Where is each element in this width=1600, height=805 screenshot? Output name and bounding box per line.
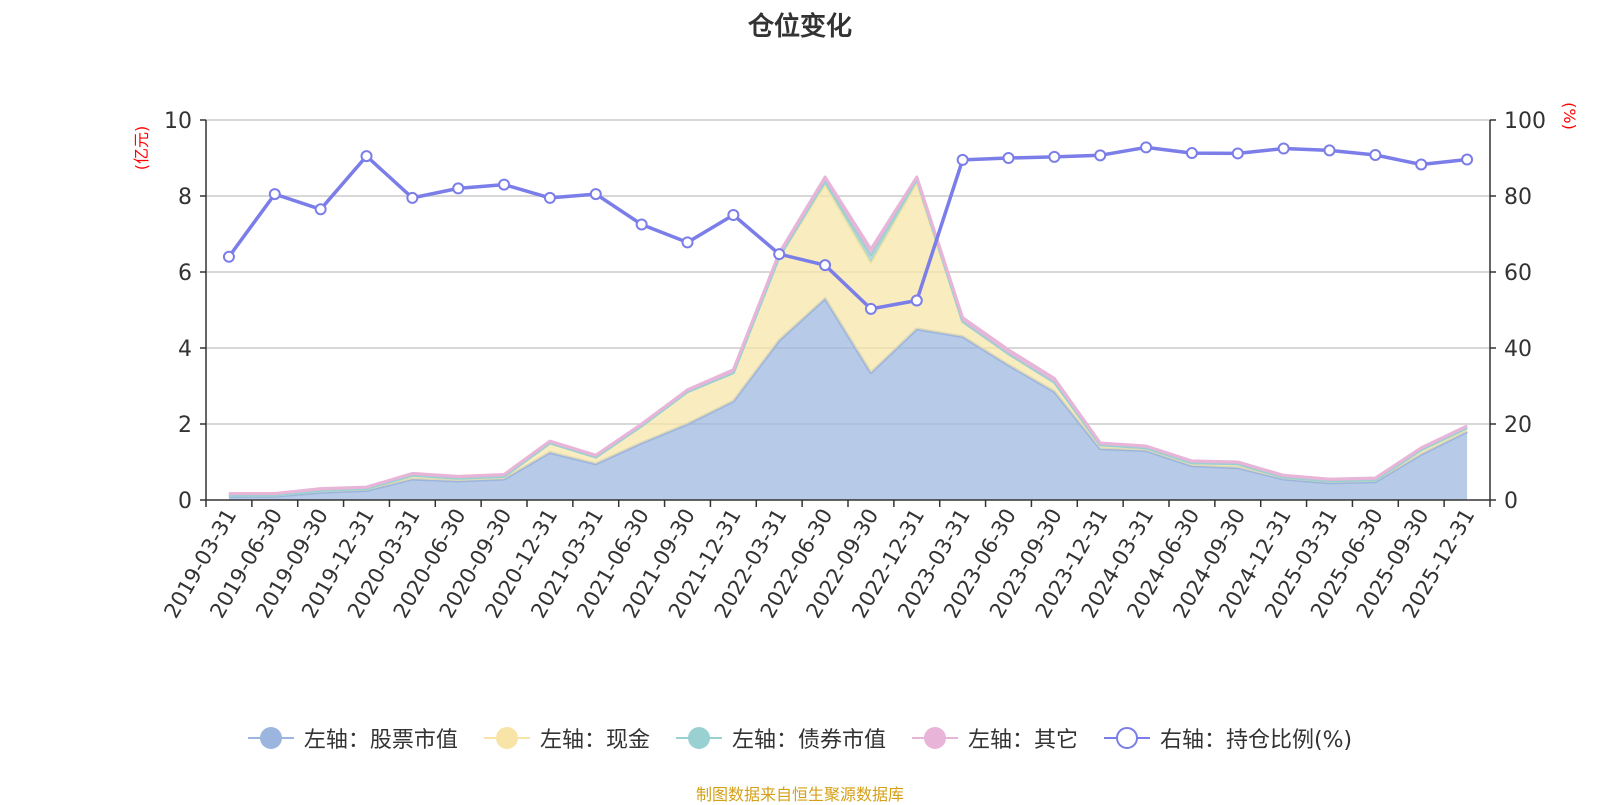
right-tick-label: 20 — [1504, 413, 1532, 438]
legend-label: 左轴：其它 — [967, 728, 1078, 753]
ratio-line — [227, 145, 1468, 311]
ratio-point — [1231, 147, 1244, 160]
ratio-point — [1185, 147, 1198, 160]
ratio-point — [819, 259, 832, 272]
legend-swatch-dot — [1115, 727, 1138, 749]
area-series-1 — [228, 298, 1468, 500]
ratio-point — [1369, 148, 1382, 161]
right-tick-label: 60 — [1504, 261, 1532, 286]
ratio-point — [452, 182, 465, 195]
left-tick-label: 0 — [178, 489, 192, 514]
right-tick-label: 80 — [1504, 185, 1532, 210]
legend-swatch-dot — [259, 727, 282, 749]
chart-plot: 0246810020406080100(亿元)(%)2019-03-312019… — [132, 102, 1579, 622]
area-line-series-3 — [228, 177, 1468, 497]
legend-swatch-icon — [1103, 726, 1150, 750]
legend-swatch-icon — [911, 726, 958, 750]
right-axis-unit-label: (%) — [1560, 102, 1579, 130]
legend-swatch-icon — [247, 726, 294, 750]
source-note: 制图数据来自恒生聚源数据库 — [695, 785, 904, 804]
ratio-point — [864, 302, 877, 315]
right-tick-label: 100 — [1504, 109, 1546, 134]
ratio-point — [314, 203, 327, 216]
legend-label: 左轴：现金 — [539, 728, 650, 753]
legend-item[interactable]: 左轴：其它 — [911, 722, 1078, 754]
legend-swatch-dot — [687, 727, 710, 749]
ratio-point — [222, 250, 235, 263]
legend-item[interactable]: 左轴：股票市值 — [247, 722, 458, 754]
left-tick-label: 4 — [178, 337, 192, 362]
left-tick-label: 10 — [164, 109, 192, 134]
ratio-point — [589, 188, 602, 201]
ratio-point — [635, 218, 648, 231]
chart-legend: 左轴：股票市值 左轴：现金 左轴：债券市值 左轴：其它 右轴：持仓比例(%) — [0, 722, 1600, 754]
ratio-point — [773, 248, 786, 261]
legend-swatch-dot — [495, 727, 518, 749]
legend-label: 左轴：股票市值 — [303, 728, 458, 753]
ratio-point — [1461, 153, 1474, 166]
ratio-point — [406, 191, 419, 204]
ratio-point — [268, 188, 281, 201]
ratio-point — [543, 191, 556, 204]
area-series-2 — [228, 182, 1468, 497]
ratio-point — [1323, 144, 1336, 157]
legend-item[interactable]: 左轴：债券市值 — [675, 722, 886, 754]
left-tick-label: 6 — [178, 261, 192, 286]
ratio-point — [681, 236, 694, 249]
ratio-point — [1140, 141, 1153, 154]
ratio-point — [1094, 149, 1107, 162]
right-tick-label: 40 — [1504, 337, 1532, 362]
legend-item[interactable]: 右轴：持仓比例(%) — [1103, 722, 1353, 754]
ratio-point — [1048, 150, 1061, 163]
ratio-point — [1415, 158, 1428, 171]
left-tick-label: 8 — [178, 185, 192, 210]
legend-swatch-icon — [483, 726, 530, 750]
ratio-point — [910, 294, 923, 307]
ratio-point — [1002, 152, 1015, 164]
ratio-point — [360, 150, 373, 163]
ratio-point — [956, 153, 969, 166]
ratio-point — [498, 178, 511, 191]
left-tick-label: 2 — [178, 413, 192, 438]
legend-label: 右轴：持仓比例(%) — [1159, 728, 1353, 753]
area-line-series-4 — [228, 175, 1468, 495]
legend-swatch-icon — [675, 726, 722, 750]
chart-title: 仓位变化 — [747, 12, 852, 42]
left-axis-unit-label: (亿元) — [132, 126, 151, 171]
ratio-point — [727, 209, 740, 221]
right-tick-label: 0 — [1504, 489, 1518, 514]
ratio-point — [1277, 142, 1290, 155]
legend-label: 左轴：债券市值 — [731, 728, 886, 753]
legend-item[interactable]: 左轴：现金 — [483, 722, 650, 754]
legend-swatch-dot — [923, 727, 946, 749]
